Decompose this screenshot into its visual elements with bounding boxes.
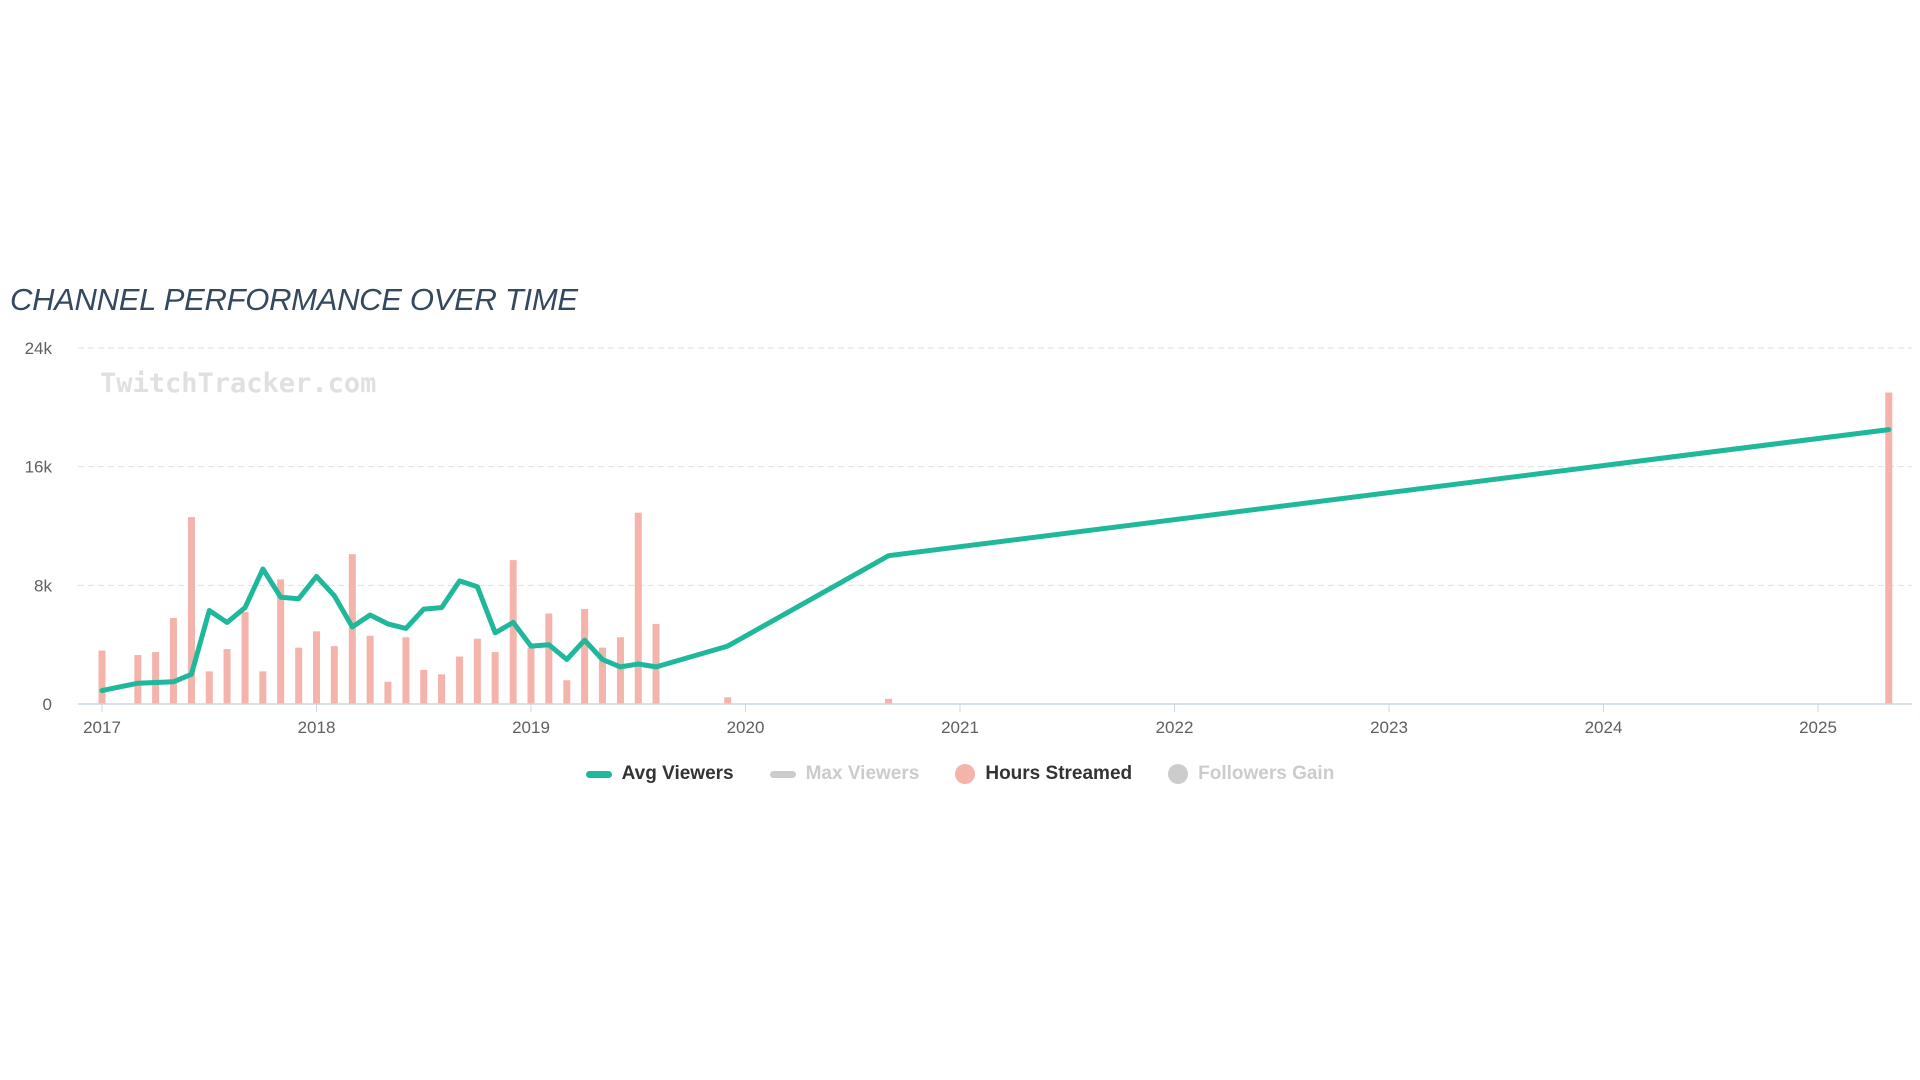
x-tick-label-2: 2019 — [512, 718, 550, 737]
hours-streamed-bar-33 — [1885, 392, 1893, 704]
grid-lines: 0 8k 16k 24k — [25, 339, 1912, 714]
x-tick-label-5: 2022 — [1156, 718, 1194, 737]
hours-streamed-bar-10 — [295, 647, 303, 704]
hours-streamed-bar-30 — [652, 623, 660, 704]
hours-streamed-bar-7 — [241, 612, 249, 704]
x-tick-label-7: 2024 — [1585, 718, 1623, 737]
hours-streamed-bar-9 — [277, 579, 285, 704]
hours-streamed-bar-6 — [223, 649, 231, 704]
x-tick-label-6: 2023 — [1370, 718, 1408, 737]
y-tick-label-0: 0 — [43, 695, 52, 714]
hours-streamed-bar-1 — [134, 655, 142, 704]
x-tick-label-1: 2018 — [298, 718, 336, 737]
hours-streamed-bar-32 — [885, 698, 893, 704]
y-tick-label-1: 8k — [34, 576, 52, 595]
axes: 2017 2018 2019 2020 2021 2022 2023 2024 2025 — [78, 703, 1912, 737]
hours-streamed-bar-31 — [724, 697, 732, 704]
hours-streamed-bar-3 — [169, 617, 177, 704]
hours-streamed-bar-8 — [259, 671, 267, 704]
x-tick-label-8: 2025 — [1799, 718, 1837, 737]
hours-streamed-dot-icon — [955, 764, 976, 784]
hours-streamed-bar-28 — [616, 637, 624, 704]
hours-streamed-bar-0 — [98, 650, 106, 704]
legend-item-followers-gain[interactable]: Followers Gain — [1168, 763, 1334, 785]
legend: Avg Viewers Max Viewers Hours Streamed F… — [0, 763, 1920, 785]
avg-viewers-line-icon — [585, 770, 612, 778]
x-tick-label-4: 2021 — [941, 718, 979, 737]
hours-streamed-bar-11 — [313, 631, 320, 704]
watermark: TwitchTracker.com — [100, 368, 376, 399]
hours-streamed-bar-17 — [420, 669, 428, 704]
hours-streamed-bar-15 — [384, 681, 392, 704]
avg-viewers-line — [99, 427, 1892, 694]
legend-label-hours-streamed: Hours Streamed — [985, 763, 1133, 784]
hours-streamed-bar-12 — [330, 646, 338, 704]
avg-viewers-line-group — [99, 427, 1892, 694]
legend-label-max-viewers: Max Viewers — [805, 763, 920, 784]
hours-streamed-bar-29 — [634, 512, 642, 704]
legend-label-followers-gain: Followers Gain — [1198, 763, 1335, 784]
hours-streamed-bar-4 — [187, 517, 195, 704]
legend-item-hours-streamed[interactable]: Hours Streamed — [955, 763, 1132, 785]
hours-streamed-bar-2 — [152, 652, 160, 704]
chart-title: CHANNEL PERFORMANCE OVER TIME — [10, 282, 578, 317]
hours-streamed-bar-16 — [402, 637, 410, 704]
hours-streamed-bar-18 — [438, 674, 446, 704]
followers-gain-dot-icon — [1168, 764, 1189, 784]
y-tick-label-2: 16k — [25, 458, 53, 477]
hours-streamed-bars — [98, 392, 1893, 704]
x-tick-label-0: 2017 — [83, 718, 121, 737]
hours-streamed-bar-20 — [473, 638, 481, 704]
hours-streamed-bar-25 — [563, 680, 571, 704]
hours-streamed-bar-21 — [491, 652, 499, 704]
legend-item-max-viewers[interactable]: Max Viewers — [769, 763, 920, 785]
legend-label-avg-viewers: Avg Viewers — [621, 763, 734, 784]
y-tick-label-3: 24k — [25, 339, 53, 358]
hours-streamed-bar-5 — [205, 671, 213, 704]
hours-streamed-bar-19 — [456, 656, 464, 704]
hours-streamed-bar-26 — [581, 609, 589, 704]
hours-streamed-bar-22 — [509, 560, 517, 704]
hours-streamed-bar-14 — [366, 635, 374, 704]
max-viewers-line-icon — [769, 770, 796, 778]
hours-streamed-bar-24 — [545, 613, 553, 704]
legend-item-avg-viewers[interactable]: Avg Viewers — [585, 763, 734, 785]
x-tick-label-3: 2020 — [727, 718, 765, 737]
hours-streamed-bar-27 — [598, 647, 606, 704]
hours-streamed-bar-23 — [527, 647, 535, 704]
